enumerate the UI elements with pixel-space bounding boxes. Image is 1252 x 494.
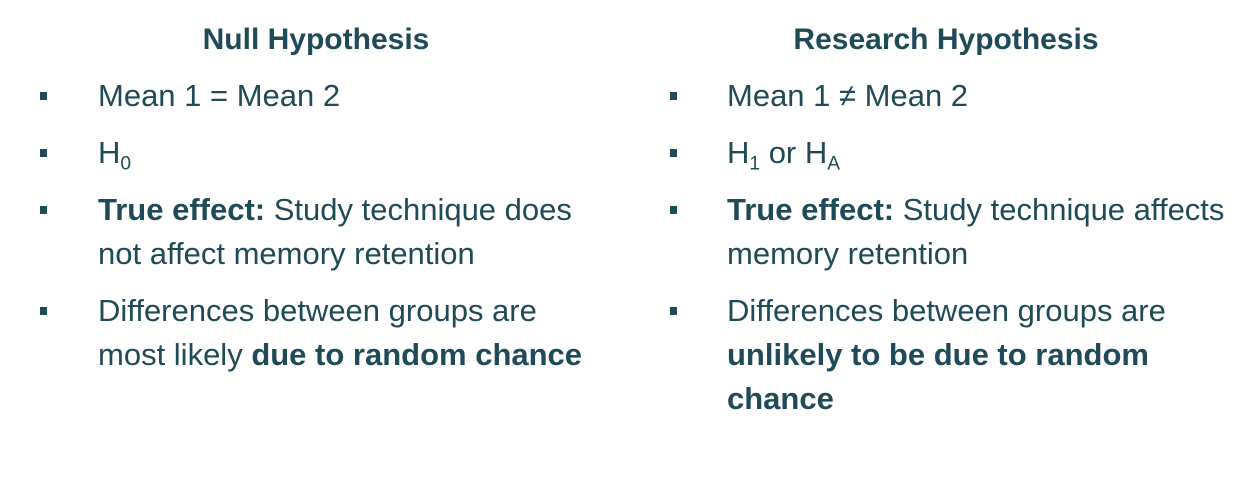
research-item-mean-not-equal: Mean 1 ≠ Mean 2 bbox=[727, 78, 969, 113]
bullet-square-icon bbox=[40, 92, 47, 100]
research-symbol-subscript-a: A bbox=[827, 153, 841, 175]
research-hypothesis-title: Research Hypothesis bbox=[793, 23, 1099, 56]
null-differences-text: Differences between groups are most like… bbox=[98, 293, 537, 372]
list-item: Differences between groups are most like… bbox=[0, 289, 610, 377]
research-differences-emphasis: unlikely to be due to random chance bbox=[727, 337, 1149, 416]
bullet-square-icon bbox=[670, 206, 677, 214]
bullet-square-icon bbox=[40, 149, 47, 157]
research-symbol: H1 or HA bbox=[727, 135, 840, 174]
list-item: True effect: Study technique affects mem… bbox=[628, 188, 1238, 276]
null-item-mean-equal: Mean 1 = Mean 2 bbox=[98, 78, 341, 113]
list-item: Mean 1 = Mean 2 bbox=[0, 74, 610, 118]
list-item: True effect: Study technique does not af… bbox=[0, 188, 610, 276]
bullet-square-icon bbox=[40, 307, 47, 315]
list-item: H1 or HA bbox=[628, 131, 1238, 175]
bullet-square-icon bbox=[670, 307, 677, 315]
research-true-effect-label: True effect: bbox=[727, 192, 895, 227]
null-symbol-subscript: 0 bbox=[120, 153, 132, 175]
list-item: Mean 1 ≠ Mean 2 bbox=[628, 74, 1238, 118]
bullet-square-icon bbox=[40, 206, 47, 214]
null-symbol: H0 bbox=[98, 135, 131, 174]
null-hypothesis-list: Mean 1 = Mean 2 H0 True effect: Study te… bbox=[0, 74, 610, 390]
null-true-effect-label: True effect: bbox=[98, 192, 266, 227]
list-item: H0 bbox=[0, 131, 610, 175]
null-hypothesis-title: Null Hypothesis bbox=[202, 23, 430, 56]
null-differences-emphasis: due to random chance bbox=[251, 337, 583, 372]
research-true-effect-text: Study technique affects memory retention bbox=[727, 192, 1225, 271]
research-symbol-or: or H bbox=[760, 135, 828, 170]
research-differences-text: Differences between groups are bbox=[727, 293, 1166, 328]
bullet-square-icon bbox=[670, 149, 677, 157]
research-symbol-subscript-1: 1 bbox=[749, 153, 761, 175]
bullet-square-icon bbox=[670, 92, 677, 100]
research-symbol-base: H bbox=[727, 135, 750, 170]
list-item: Differences between groups are unlikely … bbox=[628, 289, 1238, 421]
null-true-effect-text: Study technique does not affect memory r… bbox=[98, 192, 572, 271]
research-hypothesis-list: Mean 1 ≠ Mean 2 H1 or HA True effect: St… bbox=[628, 74, 1238, 434]
null-symbol-base: H bbox=[98, 135, 121, 170]
